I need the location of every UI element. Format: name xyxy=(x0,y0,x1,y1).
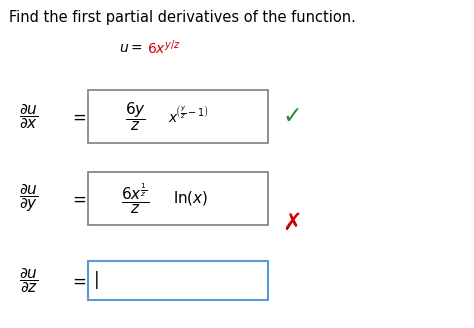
Text: $\dfrac{6x^{\frac{1}{z}}}{z}$: $\dfrac{6x^{\frac{1}{z}}}{z}$ xyxy=(121,181,149,216)
Text: $\dfrac{\partial u}{\partial z}$: $\dfrac{\partial u}{\partial z}$ xyxy=(19,266,38,295)
Text: $\dfrac{6y}{z}$: $\dfrac{6y}{z}$ xyxy=(125,100,146,133)
Text: $x^{\!\left(\frac{y}{z}-1\right)}$: $x^{\!\left(\frac{y}{z}-1\right)}$ xyxy=(168,105,209,126)
Text: |: | xyxy=(94,272,100,289)
Text: ✗: ✗ xyxy=(282,211,302,235)
FancyBboxPatch shape xyxy=(88,172,268,225)
Text: Find the first partial derivatives of the function.: Find the first partial derivatives of th… xyxy=(9,10,356,25)
Text: $\dfrac{\partial u}{\partial x}$: $\dfrac{\partial u}{\partial x}$ xyxy=(19,102,38,131)
Text: $u=$: $u=$ xyxy=(118,41,142,54)
Text: ✓: ✓ xyxy=(282,104,302,129)
FancyBboxPatch shape xyxy=(88,90,268,143)
Text: $\ln(x)$: $\ln(x)$ xyxy=(173,190,209,207)
Text: $=$: $=$ xyxy=(69,108,86,125)
Text: $6x^{y/z}$: $6x^{y/z}$ xyxy=(147,38,181,57)
Text: $\dfrac{\partial u}{\partial y}$: $\dfrac{\partial u}{\partial y}$ xyxy=(19,183,38,214)
FancyBboxPatch shape xyxy=(88,261,268,300)
Text: $=$: $=$ xyxy=(69,190,86,207)
Text: $=$: $=$ xyxy=(69,272,86,289)
